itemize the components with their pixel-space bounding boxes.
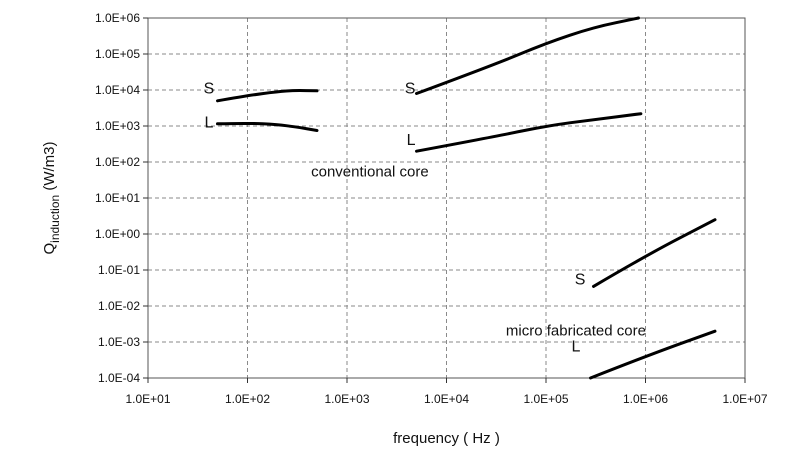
series-label-label-s-2: S [405,80,416,97]
series-line [592,218,717,288]
y-axis-title: Qinduction (W/m3) [41,141,62,254]
x-tick-label: 1.0E+03 [324,392,369,406]
series-label-label-s-1: S [204,80,215,97]
y-tick-label: 1.0E-04 [98,371,140,385]
y-axis-ticks: 1.0E-04 1.0E-03 1.0E-02 1.0E-01 1.0E+00 1.0E+… [95,11,148,385]
x-tick-label: 1.0E+05 [523,392,568,406]
series-line [216,121,319,132]
series-label-label-l-1: L [205,115,214,132]
x-tick-label: 1.0E+02 [225,392,270,406]
x-tick-label: 1.0E+04 [424,392,469,406]
series-line [415,112,643,153]
series-line [216,89,319,103]
y-tick-label: 1.0E-03 [98,335,140,349]
x-axis-title: frequency ( Hz ) [393,430,500,447]
y-tick-label: 1.0E+01 [95,191,140,205]
y-tick-label: 1.0E+00 [95,227,140,241]
annotation-layer: conventional core micro fabricated core S L… [204,80,646,355]
anno-conventional: conventional core [311,163,429,180]
x-tick-label: 1.0E+01 [125,392,170,406]
y-tick-label: 1.0E+06 [95,11,140,25]
y-axis-title-subscript: induction [48,195,62,243]
grid-layer [148,18,745,378]
series-layer [216,16,717,380]
y-tick-label: 1.0E+03 [95,119,140,133]
y-axis-title-main: Q [41,243,58,255]
y-tick-label: 1.0E+04 [95,83,140,97]
series-label-label-l-2: L [407,132,416,149]
y-axis-title-unit: (W/m3) [41,141,58,194]
anno-micro: micro fabricated core [506,323,646,340]
x-tick-label: 1.0E+06 [623,392,668,406]
y-tick-label: 1.0E-02 [98,299,140,313]
y-tick-label: 1.0E-01 [98,263,140,277]
y-tick-label: 1.0E+02 [95,155,140,169]
series-label-label-l-3: L [571,338,580,355]
series-line [415,16,640,95]
x-axis-ticks: 1.0E+01 1.0E+02 1.0E+03 1.0E+04 1.0E+05 1.0E+… [125,378,768,406]
y-tick-label: 1.0E+05 [95,47,140,61]
series-label-label-s-3: S [575,271,586,288]
x-tick-label: 1.0E+07 [722,392,767,406]
series-line [589,329,717,380]
